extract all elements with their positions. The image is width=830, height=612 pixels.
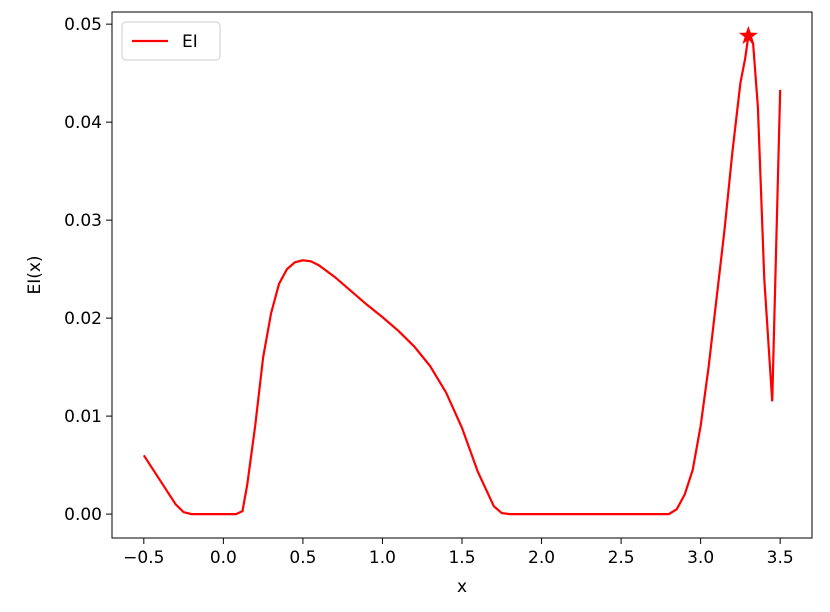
x-tick-label: 1.0 <box>369 548 396 568</box>
y-tick-label: 0.05 <box>64 15 102 35</box>
x-tick-label: 3.5 <box>767 548 794 568</box>
plot-frame <box>111 11 813 539</box>
y-tick-label: 0.02 <box>64 309 102 329</box>
x-tick-label: 0.5 <box>289 548 316 568</box>
y-tick-label: 0.03 <box>64 211 102 231</box>
line-series <box>142 32 782 516</box>
x-tick-label: 1.5 <box>448 548 475 568</box>
y-tick-label: 0.00 <box>64 505 102 525</box>
legend-box <box>121 21 221 61</box>
legend-label: EI <box>182 32 198 52</box>
x-tick-label: 2.5 <box>608 548 635 568</box>
x-tick-label: 2.0 <box>528 548 555 568</box>
x-axis-label: x <box>457 577 467 597</box>
x-tick-label: 3.0 <box>687 548 714 568</box>
x-tick-label: −0.5 <box>123 548 164 568</box>
y-tick-label: 0.01 <box>64 407 102 427</box>
x-tick-label: 0.0 <box>210 548 237 568</box>
y-axis-label: EI(x) <box>25 255 45 294</box>
y-tick-label: 0.04 <box>64 113 102 133</box>
star-marker <box>738 25 758 44</box>
